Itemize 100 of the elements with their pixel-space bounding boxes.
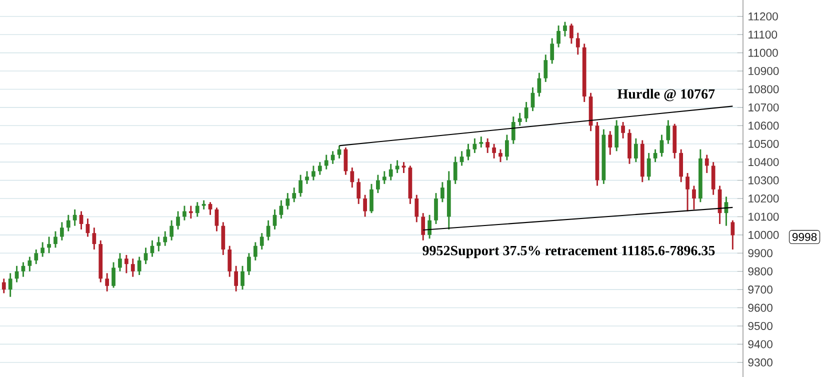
candlestick	[666, 119, 670, 145]
candlestick	[66, 214, 70, 232]
candlestick	[434, 192, 438, 225]
candlestick	[395, 160, 400, 174]
candlestick	[350, 166, 354, 188]
candlestick	[472, 138, 477, 154]
candlestick	[92, 226, 96, 250]
y-tick-label: 10200	[748, 194, 779, 203]
candlestick	[21, 262, 26, 278]
candlestick	[382, 170, 386, 185]
candlestick	[182, 205, 186, 222]
candlestick	[556, 24, 560, 48]
y-tick-label: 9300	[748, 358, 772, 366]
candlestick	[544, 54, 548, 83]
candlestick	[608, 130, 612, 156]
annotation: 9952Support 37.5% retracement 11185.6-7896.35	[422, 246, 715, 258]
candlestick	[286, 192, 290, 210]
y-tick-label: 10100	[748, 212, 779, 221]
candlestick	[202, 200, 206, 210]
candlestick	[170, 220, 174, 242]
candlestick	[234, 265, 238, 292]
candlestick	[28, 256, 32, 272]
candlestick	[356, 178, 361, 205]
candlestick	[653, 148, 658, 163]
candlestick	[453, 156, 458, 185]
candlestick	[730, 220, 735, 250]
y-tick-label: 10900	[748, 67, 779, 76]
y-tick-label: 10400	[748, 158, 779, 166]
candlestick	[144, 246, 148, 265]
candlestick	[156, 236, 161, 252]
annotation: Hurdle @ 10767	[617, 88, 715, 102]
candlestick	[576, 32, 580, 56]
candlestick	[337, 144, 342, 160]
y-tick-label: 11200	[748, 12, 778, 20]
y-tick-label: 10800	[748, 85, 779, 94]
candlestick	[537, 72, 542, 98]
y-tick-label: 10600	[748, 122, 779, 130]
candlestick	[421, 212, 426, 242]
y-tick-label: 11100	[748, 30, 778, 39]
candlestick	[524, 101, 528, 123]
y-tick-label: 9800	[748, 267, 772, 276]
candlestick	[214, 206, 219, 232]
candlestick	[634, 138, 638, 163]
y-tick-label: 9400	[748, 340, 772, 348]
y-tick-label: 9700	[748, 286, 772, 294]
y-tick-label: 10300	[748, 176, 779, 184]
candlestick	[440, 181, 444, 203]
candlestick	[72, 208, 77, 227]
candlestick	[388, 163, 393, 182]
candlestick	[692, 185, 696, 210]
candlestick	[376, 174, 380, 194]
candlestick	[486, 138, 490, 154]
candlestick	[530, 86, 535, 112]
y-tick-label: 10500	[748, 140, 779, 148]
candlestick	[60, 221, 64, 242]
candlestick	[511, 116, 516, 145]
candlestick	[240, 265, 244, 290]
y-tick-label: 9600	[748, 304, 772, 312]
candlestick	[570, 22, 574, 44]
candlestick	[679, 148, 684, 183]
candlestick	[402, 161, 406, 174]
candlestick	[711, 161, 716, 196]
candlestick	[370, 183, 374, 214]
candlestick	[247, 252, 251, 276]
candlestick	[324, 154, 328, 170]
candlestick	[428, 214, 432, 240]
y-tick-label: 9500	[748, 322, 772, 330]
candlestick	[460, 150, 464, 166]
candlestick	[40, 241, 45, 258]
candlestick	[124, 254, 128, 274]
candlestick	[563, 21, 567, 38]
candlestick	[130, 258, 135, 278]
candlestick	[646, 152, 651, 182]
candlestick	[221, 221, 226, 256]
candlestick	[305, 170, 309, 185]
candlestick	[112, 262, 116, 288]
candlestick	[298, 174, 302, 198]
candlestick	[498, 148, 502, 163]
y-tick-label: 10000	[748, 230, 779, 239]
candlestick	[318, 161, 322, 176]
candlestick	[292, 186, 296, 203]
text: 9998	[792, 232, 817, 241]
candlestick	[54, 230, 58, 248]
candlestick	[163, 230, 168, 247]
candlestick	[414, 194, 419, 223]
candlestick	[330, 150, 335, 165]
candlestick	[614, 119, 619, 152]
candlestick	[137, 256, 142, 276]
candlestick	[704, 154, 709, 174]
candlestick	[208, 201, 212, 216]
candlestick	[253, 241, 258, 262]
candlestick	[34, 248, 38, 265]
candlestick	[686, 172, 690, 212]
candlestick	[550, 38, 554, 64]
candlestick	[272, 208, 277, 230]
candlestick	[518, 112, 522, 126]
y-tick-label: 10700	[748, 103, 779, 112]
candlestick	[8, 272, 12, 298]
candlestick	[47, 236, 51, 254]
candlestick	[312, 164, 316, 182]
